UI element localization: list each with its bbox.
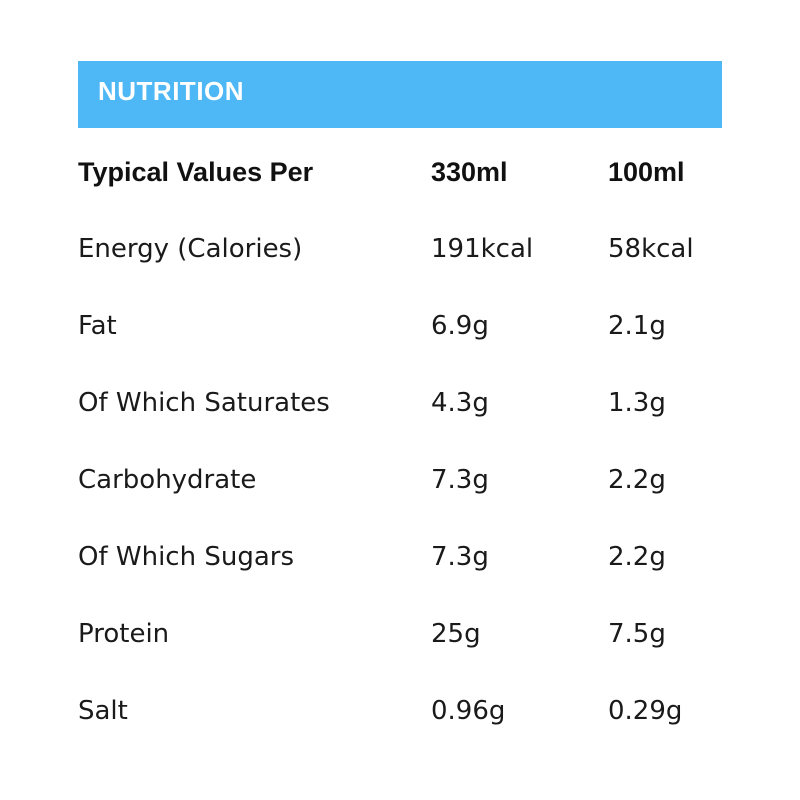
- value-per-330ml: 6.9g: [431, 311, 489, 341]
- table-header-row: Typical Values Per 330ml 100ml: [78, 140, 722, 217]
- value-per-330ml: 7.3g: [431, 465, 489, 495]
- nutrient-name: Protein: [78, 619, 170, 649]
- value-per-330ml: 191kcal: [431, 234, 534, 264]
- nutrition-table: Typical Values Per 330ml 100ml Energy (C…: [78, 140, 722, 756]
- nutrient-name: Fat: [78, 311, 117, 341]
- value-per-100ml: 2.1g: [608, 311, 666, 341]
- value-per-100ml: 0.29g: [608, 696, 683, 726]
- nutrient-name: Of Which Saturates: [78, 388, 330, 418]
- table-row: Of Which Saturates 4.3g 1.3g: [78, 371, 722, 448]
- table-row: Fat 6.9g 2.1g: [78, 294, 722, 371]
- table-row: Energy (Calories) 191kcal 58kcal: [78, 217, 722, 294]
- value-per-330ml: 7.3g: [431, 542, 489, 572]
- nutrition-header-banner: NUTRITION: [78, 61, 722, 128]
- value-per-100ml: 7.5g: [608, 619, 666, 649]
- table-row: Of Which Sugars 7.3g 2.2g: [78, 525, 722, 602]
- nutrient-name: Salt: [78, 696, 128, 726]
- nutrient-name: Carbohydrate: [78, 465, 257, 495]
- table-row: Salt 0.96g 0.29g: [78, 679, 722, 756]
- table-row: Carbohydrate 7.3g 2.2g: [78, 448, 722, 525]
- value-per-100ml: 2.2g: [608, 465, 666, 495]
- column-header-100ml: 100ml: [608, 157, 685, 187]
- column-header-label: Typical Values Per: [78, 157, 314, 187]
- value-per-330ml: 0.96g: [431, 696, 506, 726]
- value-per-330ml: 4.3g: [431, 388, 489, 418]
- table-row: Protein 25g 7.5g: [78, 602, 722, 679]
- value-per-100ml: 2.2g: [608, 542, 666, 572]
- value-per-100ml: 1.3g: [608, 388, 666, 418]
- nutrient-name: Energy (Calories): [78, 234, 303, 264]
- section-title: NUTRITION: [98, 76, 245, 106]
- column-header-330ml: 330ml: [431, 157, 508, 187]
- nutrient-name: Of Which Sugars: [78, 542, 294, 572]
- value-per-100ml: 58kcal: [608, 234, 694, 264]
- value-per-330ml: 25g: [431, 619, 481, 649]
